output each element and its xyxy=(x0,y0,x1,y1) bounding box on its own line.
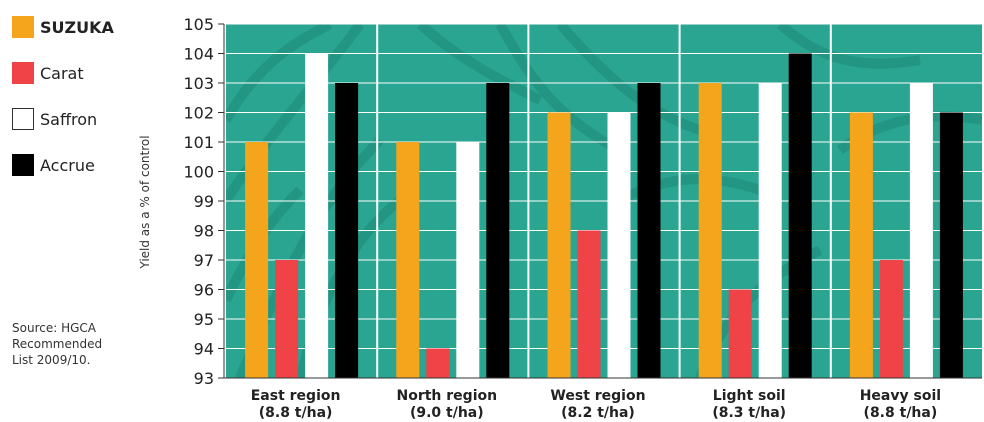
legend-item-suzuka: SUZUKA xyxy=(12,14,114,40)
x-tick-label: Light soil (8.3 t/ha) xyxy=(712,388,786,421)
y-tick-label: 95 xyxy=(194,310,214,329)
y-tick-label: 93 xyxy=(194,369,214,388)
legend-item-accrue: Accrue xyxy=(12,152,114,178)
category-dividers xyxy=(376,24,832,378)
y-axis-ticks: 93 94 95 96 97 98 99 100 101 102 103 104 105 xyxy=(183,15,224,388)
bar-accrue-1 xyxy=(486,83,510,378)
y-tick-label: 98 xyxy=(194,222,214,241)
bar-suzuka-1 xyxy=(396,142,420,378)
source-line-2: Recommended xyxy=(12,337,103,351)
bar-carat-1 xyxy=(426,348,450,378)
source-line-1: Source: HGCA xyxy=(12,321,96,335)
legend-item-saffron: Saffron xyxy=(12,106,114,132)
bar-accrue-4 xyxy=(939,112,963,378)
x-tick-label: North region (9.0 t/ha) xyxy=(397,388,498,421)
bar-carat-4 xyxy=(879,260,903,378)
bar-accrue-2 xyxy=(637,83,661,378)
x-tick-label: Heavy soil (8.8 t/ha) xyxy=(860,388,941,421)
legend-swatch-suzuka xyxy=(12,16,34,38)
bar-suzuka-4 xyxy=(849,112,873,378)
x-tick-label: East region (8.8 t/ha) xyxy=(251,388,341,421)
y-tick-label: 104 xyxy=(183,45,214,64)
y-tick-label: 103 xyxy=(183,74,214,93)
legend-swatch-saffron xyxy=(12,108,34,130)
legend-label-saffron: Saffron xyxy=(40,109,98,129)
bar-saffron-1 xyxy=(456,142,480,378)
legend-label-carat: Carat xyxy=(40,63,84,83)
y-tick-label: 105 xyxy=(183,15,214,34)
y-tick-label: 102 xyxy=(183,104,214,123)
legend: SUZUKA Carat Saffron Accrue xyxy=(12,14,114,198)
bar-saffron-0 xyxy=(305,53,329,378)
source-line-3: List 2009/10. xyxy=(12,353,91,367)
y-tick-label: 100 xyxy=(183,163,214,182)
bar-suzuka-0 xyxy=(245,142,269,378)
bar-saffron-2 xyxy=(607,112,631,378)
bar-saffron-3 xyxy=(758,83,782,378)
source-note: Source: HGCA Recommended List 2009/10. xyxy=(12,320,122,368)
bar-accrue-0 xyxy=(335,83,359,378)
x-tick-label: West region (8.2 t/ha) xyxy=(550,388,645,421)
legend-swatch-carat xyxy=(12,62,34,84)
bar-carat-2 xyxy=(577,230,601,378)
legend-label-suzuka: SUZUKA xyxy=(40,17,114,37)
y-tick-label: 96 xyxy=(194,281,214,300)
bar-accrue-3 xyxy=(788,53,812,378)
y-tick-label: 94 xyxy=(194,340,214,359)
y-tick-label: 99 xyxy=(194,192,214,211)
bar-suzuka-2 xyxy=(547,112,571,378)
bar-suzuka-3 xyxy=(698,83,722,378)
legend-label-accrue: Accrue xyxy=(40,155,95,175)
y-axis-label: Yield as a % of control xyxy=(138,135,152,269)
x-axis-ticks: East region (8.8 t/ha) North region (9.0 t/… xyxy=(251,388,941,421)
legend-item-carat: Carat xyxy=(12,60,114,86)
legend-swatch-accrue xyxy=(12,154,34,176)
bar-carat-3 xyxy=(728,289,752,378)
bar-carat-0 xyxy=(275,260,299,378)
y-tick-label: 97 xyxy=(194,251,214,270)
bar-saffron-4 xyxy=(909,83,933,378)
bars xyxy=(245,53,963,378)
y-tick-label: 101 xyxy=(183,133,214,152)
